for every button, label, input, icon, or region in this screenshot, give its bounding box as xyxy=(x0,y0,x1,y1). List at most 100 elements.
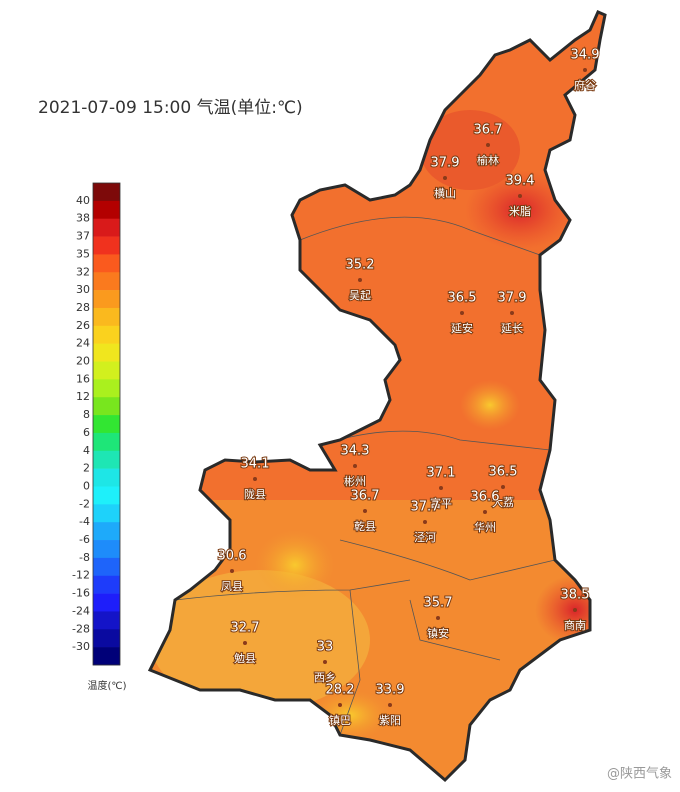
station-dot xyxy=(510,311,514,315)
legend-label: 37 xyxy=(76,230,90,243)
legend-label: -6 xyxy=(79,533,90,546)
station-value: 39.4 xyxy=(506,174,535,189)
legend-swatch xyxy=(93,272,120,291)
legend-label: 30 xyxy=(76,283,90,296)
legend-label: -16 xyxy=(72,587,90,600)
legend-label: 28 xyxy=(76,301,90,314)
legend-label: 35 xyxy=(76,247,90,260)
station-dot xyxy=(423,520,427,524)
legend-swatch xyxy=(93,647,120,666)
station-dot xyxy=(338,703,342,707)
legend-swatch xyxy=(93,236,120,255)
legend-swatch xyxy=(93,343,120,362)
station-value: 33.9 xyxy=(376,683,405,698)
legend-label: 12 xyxy=(76,390,90,403)
temperature-field xyxy=(150,12,605,780)
legend-swatch xyxy=(93,611,120,630)
station-dot xyxy=(518,194,522,198)
station-dot xyxy=(353,464,357,468)
station-dot xyxy=(253,477,257,481)
legend-swatch xyxy=(93,593,120,612)
station-dot xyxy=(358,278,362,282)
station-name: 府谷 xyxy=(574,78,596,92)
legend-swatch xyxy=(93,468,120,487)
station-value: 28.2 xyxy=(326,683,355,698)
station-name: 商南 xyxy=(564,618,586,632)
legend-swatch xyxy=(93,557,120,577)
station-name: 榆林 xyxy=(477,153,499,167)
legend-swatch xyxy=(93,307,120,327)
station-name: 乾县 xyxy=(354,520,376,533)
station-name: 彬州 xyxy=(344,475,366,488)
station-name: 泾河 xyxy=(414,531,436,544)
legend-title: 温度(℃) xyxy=(87,679,126,692)
station-dot xyxy=(323,660,327,664)
station-dot xyxy=(243,641,247,645)
legend-swatch xyxy=(93,397,120,416)
legend-swatch xyxy=(93,254,120,273)
station-dot xyxy=(439,486,443,490)
station-name: 镇安 xyxy=(427,626,449,640)
station-name: 延长 xyxy=(501,322,523,335)
legend-swatch xyxy=(93,290,120,309)
legend-label: -12 xyxy=(72,569,90,582)
legend-label: 20 xyxy=(76,355,90,368)
station-dot xyxy=(460,311,464,315)
station-name: 勉县 xyxy=(234,651,256,665)
station-name: 紫阳 xyxy=(379,714,401,727)
station-value: 30.6 xyxy=(218,549,247,564)
legend-label: -8 xyxy=(79,551,90,564)
legend-label: 24 xyxy=(76,337,90,350)
station-name: 西乡 xyxy=(314,671,336,684)
station-name: 横山 xyxy=(434,186,456,200)
station-value: 34.1 xyxy=(241,457,270,472)
legend-label: 6 xyxy=(83,426,90,439)
station-name: 大荔 xyxy=(492,495,514,509)
station-name: 陇县 xyxy=(244,487,266,501)
legend-swatch xyxy=(93,629,120,648)
station-value: 37.9 xyxy=(431,156,460,171)
legend-label: 26 xyxy=(76,319,90,332)
legend-label: 16 xyxy=(76,372,90,385)
legend-swatch xyxy=(93,504,120,523)
station-dot xyxy=(363,509,367,513)
legend-label: -30 xyxy=(72,640,90,653)
legend-swatch xyxy=(93,325,120,344)
legend-swatch xyxy=(93,522,120,541)
legend-swatch xyxy=(93,379,120,398)
station-dot xyxy=(483,510,487,514)
station-value: 35.2 xyxy=(346,258,375,273)
map-title: 2021-07-09 15:00 气温(单位:℃) xyxy=(38,98,303,118)
station-name: 延安 xyxy=(451,321,473,335)
station-value: 36.5 xyxy=(489,465,518,480)
station-value: 36.6 xyxy=(471,490,500,505)
legend-swatch xyxy=(93,183,120,202)
station-dot xyxy=(583,68,587,72)
station-value: 37.9 xyxy=(498,291,527,306)
station-dot xyxy=(443,176,447,180)
legend-swatch xyxy=(93,575,120,594)
station-dot xyxy=(486,143,490,147)
legend-label: -28 xyxy=(72,622,90,635)
station-dot xyxy=(436,616,440,620)
legend-frame xyxy=(92,182,121,666)
station-value: 36.7 xyxy=(474,123,503,138)
station-name: 凤县 xyxy=(221,580,243,593)
legend-label: 38 xyxy=(76,212,90,225)
station-value: 38.5 xyxy=(561,588,590,603)
station-name: 吴起 xyxy=(349,289,371,302)
station-dot xyxy=(230,569,234,573)
legend-label: -2 xyxy=(79,497,90,510)
legend-swatch xyxy=(93,486,120,505)
station-name: 镇巴 xyxy=(329,713,351,727)
station-value: 37.7 xyxy=(411,500,440,515)
station-value: 32.7 xyxy=(231,621,260,636)
legend-label: 8 xyxy=(83,408,90,421)
legend-swatch xyxy=(93,361,120,380)
station-value: 37.1 xyxy=(427,466,456,481)
legend-label: -4 xyxy=(79,515,90,528)
watermark: @陕西气象 xyxy=(607,766,672,782)
station-name: 米脂 xyxy=(509,204,531,218)
legend-swatch xyxy=(93,450,120,469)
